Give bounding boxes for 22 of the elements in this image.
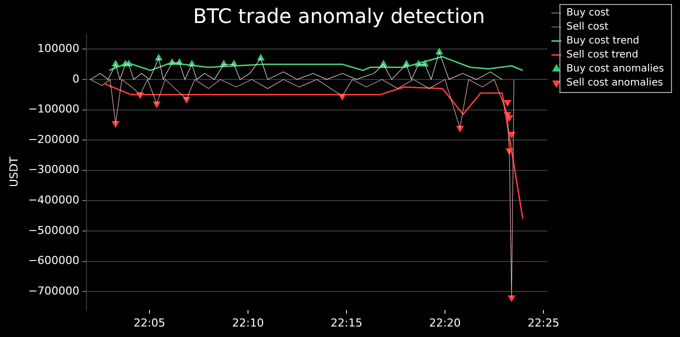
x-tick-label: 22:25: [528, 316, 560, 330]
y-tick-label: −700000: [28, 284, 80, 298]
y-tick-label: −300000: [28, 163, 80, 176]
legend-label: Sell cost trend: [566, 50, 638, 61]
y-tick-label: −500000: [28, 224, 80, 237]
legend-label: Buy cost anomalies: [566, 64, 664, 75]
x-tick-label: 22:15: [330, 316, 362, 330]
y-tick-label: −400000: [28, 194, 80, 207]
legend-label: Buy cost: [566, 8, 610, 19]
x-tick-label: 22:10: [232, 316, 264, 330]
y-tick-label: −600000: [28, 254, 80, 268]
y-tick-label: 0: [72, 72, 80, 86]
y-tick-label: −200000: [28, 132, 80, 146]
y-tick-label: −100000: [28, 102, 80, 116]
chart-title: BTC trade anomaly detection: [193, 4, 485, 28]
x-tick-label: 22:20: [429, 316, 461, 330]
y-tick-label: 100000: [37, 42, 80, 56]
legend-label: Buy cost trend: [566, 36, 640, 47]
legend-label: Sell cost anomalies: [566, 78, 663, 89]
legend-label: Sell cost: [566, 22, 608, 33]
y-axis-title: USDT: [7, 156, 20, 188]
x-tick-label: 22:05: [134, 316, 166, 330]
